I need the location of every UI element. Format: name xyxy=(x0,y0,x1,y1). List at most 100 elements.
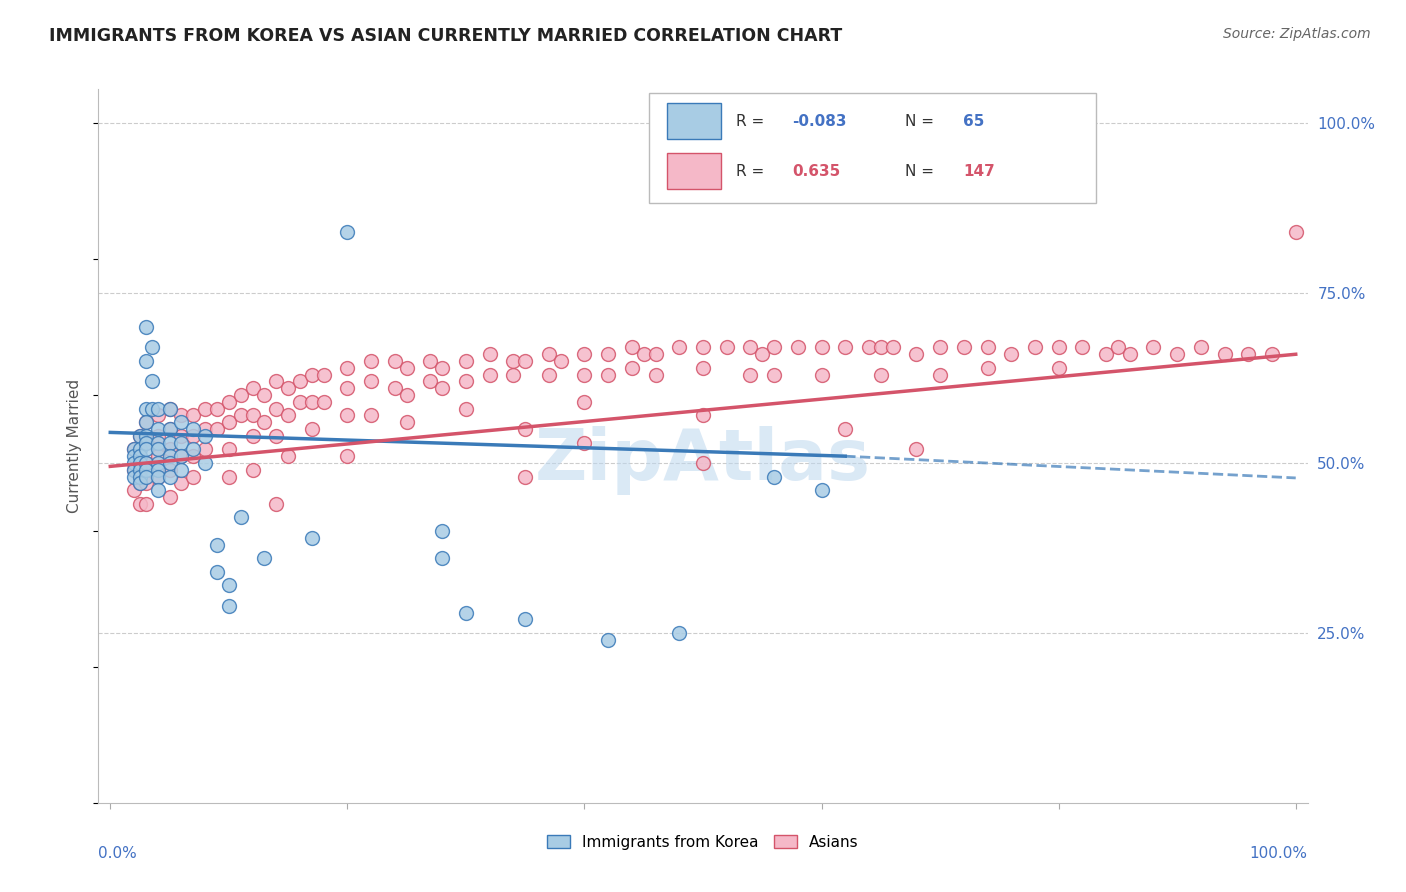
Point xyxy=(264,401,287,416)
Point xyxy=(763,368,786,382)
Point xyxy=(336,409,359,423)
Point xyxy=(135,354,157,368)
Point xyxy=(146,463,169,477)
Point xyxy=(229,388,252,402)
Point xyxy=(869,368,891,382)
Point xyxy=(135,442,157,457)
Point xyxy=(135,435,157,450)
Point xyxy=(194,429,217,443)
Text: ZipAtlas: ZipAtlas xyxy=(536,425,870,495)
Point xyxy=(170,435,193,450)
Point xyxy=(218,394,240,409)
Point xyxy=(135,476,157,491)
Point xyxy=(574,347,596,361)
Point xyxy=(1024,341,1046,355)
Point xyxy=(159,456,181,470)
Point xyxy=(478,347,501,361)
Point xyxy=(312,394,335,409)
Point xyxy=(1261,347,1284,361)
FancyBboxPatch shape xyxy=(666,103,721,139)
Point xyxy=(159,442,181,457)
Point xyxy=(1107,341,1129,355)
Point xyxy=(810,341,832,355)
Point xyxy=(181,449,204,463)
Point xyxy=(478,368,501,382)
Point xyxy=(146,469,169,483)
Point xyxy=(218,415,240,429)
Point xyxy=(668,341,690,355)
Text: R =: R = xyxy=(735,114,769,128)
Point xyxy=(336,449,359,463)
Point xyxy=(170,429,193,443)
Point xyxy=(336,381,359,395)
Point xyxy=(432,381,454,395)
Point xyxy=(122,463,145,477)
Point xyxy=(242,381,264,395)
Point xyxy=(515,422,537,436)
Point xyxy=(312,368,335,382)
Point xyxy=(122,469,145,483)
Point xyxy=(1285,225,1308,239)
Point xyxy=(181,429,204,443)
Point xyxy=(1000,347,1022,361)
Point xyxy=(194,422,217,436)
Point xyxy=(141,375,163,389)
Point xyxy=(277,449,299,463)
Point xyxy=(515,612,537,626)
Point xyxy=(129,469,152,483)
Point xyxy=(129,429,152,443)
Point xyxy=(1071,341,1094,355)
Point xyxy=(170,449,193,463)
Point xyxy=(218,578,240,592)
Point xyxy=(360,375,382,389)
Point xyxy=(1095,347,1118,361)
Point xyxy=(159,449,181,463)
Point xyxy=(537,368,560,382)
Point xyxy=(159,401,181,416)
Point xyxy=(598,347,620,361)
Point xyxy=(229,510,252,524)
Point xyxy=(159,422,181,436)
Point xyxy=(929,368,952,382)
Point xyxy=(395,360,418,375)
Point xyxy=(146,409,169,423)
Point xyxy=(218,442,240,457)
Text: 0.0%: 0.0% xyxy=(98,846,138,861)
Point xyxy=(181,422,204,436)
Point xyxy=(170,415,193,429)
Point xyxy=(129,429,152,443)
Point xyxy=(620,360,643,375)
Point xyxy=(1213,347,1236,361)
Point xyxy=(135,435,157,450)
Point xyxy=(159,401,181,416)
Text: 147: 147 xyxy=(963,164,994,178)
Point xyxy=(869,341,891,355)
Point xyxy=(432,551,454,566)
Point xyxy=(598,368,620,382)
Point xyxy=(905,442,928,457)
Point xyxy=(288,394,311,409)
Text: Source: ZipAtlas.com: Source: ZipAtlas.com xyxy=(1223,27,1371,41)
Text: N =: N = xyxy=(905,164,939,178)
Point xyxy=(1166,347,1188,361)
Point xyxy=(264,429,287,443)
Point xyxy=(141,341,163,355)
Point xyxy=(301,531,323,545)
Point xyxy=(135,401,157,416)
Point xyxy=(253,388,276,402)
Point xyxy=(550,354,572,368)
Point xyxy=(146,429,169,443)
Point xyxy=(1237,347,1260,361)
Point xyxy=(336,225,359,239)
Point xyxy=(858,341,880,355)
Point xyxy=(146,449,169,463)
Point xyxy=(170,463,193,477)
Text: -0.083: -0.083 xyxy=(793,114,846,128)
Y-axis label: Currently Married: Currently Married xyxy=(67,379,83,513)
Point xyxy=(1047,360,1070,375)
Point xyxy=(1119,347,1142,361)
Text: IMMIGRANTS FROM KOREA VS ASIAN CURRENTLY MARRIED CORRELATION CHART: IMMIGRANTS FROM KOREA VS ASIAN CURRENTLY… xyxy=(49,27,842,45)
Text: R =: R = xyxy=(735,164,769,178)
Point xyxy=(170,476,193,491)
Point xyxy=(810,368,832,382)
